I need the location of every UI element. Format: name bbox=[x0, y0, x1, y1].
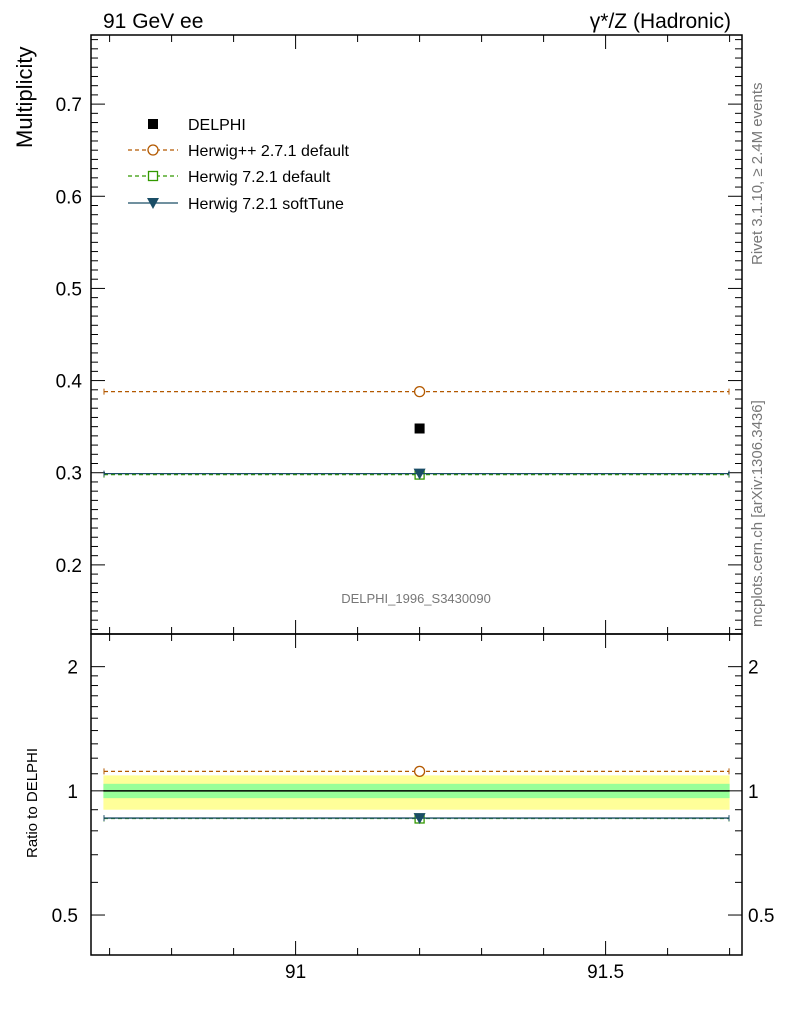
legend-label: Herwig 7.2.1 default bbox=[188, 169, 331, 186]
ratio-ylabel: Ratio to DELPHI bbox=[24, 748, 41, 858]
legend-label: Herwig++ 2.7.1 default bbox=[188, 143, 350, 160]
watermark: DELPHI_1996_S3430090 bbox=[341, 591, 491, 606]
y-tick-label: 0.3 bbox=[56, 464, 82, 485]
x-tick-label: 91 bbox=[285, 962, 306, 983]
legend-marker bbox=[147, 144, 159, 156]
ratio-y-tick-label-right: 1 bbox=[748, 782, 759, 803]
ratio-y-tick-label-right: 0.5 bbox=[748, 906, 774, 927]
legend-label: DELPHI bbox=[188, 117, 246, 134]
y-tick-label: 0.4 bbox=[56, 372, 83, 393]
main-data-point bbox=[414, 423, 425, 434]
main-ylabel: Multiplicity bbox=[12, 47, 37, 148]
ratio-plot-frame bbox=[90, 633, 743, 956]
ratio-data-point bbox=[413, 765, 426, 777]
mcplots-label: mcplots.cern.ch [arXiv:1306.3436] bbox=[749, 400, 766, 627]
y-tick-label: 0.5 bbox=[56, 279, 82, 300]
ratio-y-tick-label: 0.5 bbox=[52, 906, 78, 927]
y-tick-label: 0.7 bbox=[56, 95, 82, 116]
ratio-y-tick-label: 2 bbox=[67, 658, 78, 679]
plot-layer: 91 91.5 0.2 0.3 0.4 0.5 0.6 0.7 0.5 0.5 1 1 2 2 DELPHI… bbox=[52, 34, 774, 983]
rivet-label: Rivet 3.1.10, ≥ 2.4M events bbox=[749, 83, 766, 266]
ratio-data-point bbox=[413, 813, 426, 825]
main-data-point bbox=[413, 385, 426, 398]
y-tick-label: 0.6 bbox=[56, 187, 82, 208]
legend-marker bbox=[148, 119, 158, 129]
legend-marker bbox=[147, 198, 159, 209]
header-left: 91 GeV ee bbox=[103, 10, 203, 33]
ratio-y-tick-label: 1 bbox=[67, 782, 78, 803]
main-data-point bbox=[413, 468, 426, 480]
ratio-y-tick-label-right: 2 bbox=[748, 658, 759, 679]
legend-marker bbox=[147, 170, 159, 182]
y-tick-label: 0.2 bbox=[56, 556, 82, 577]
x-tick-label: 91.5 bbox=[587, 962, 624, 983]
legend-label: Herwig 7.2.1 softTune bbox=[188, 196, 344, 213]
header-right: γ*/Z (Hadronic) bbox=[590, 10, 731, 33]
